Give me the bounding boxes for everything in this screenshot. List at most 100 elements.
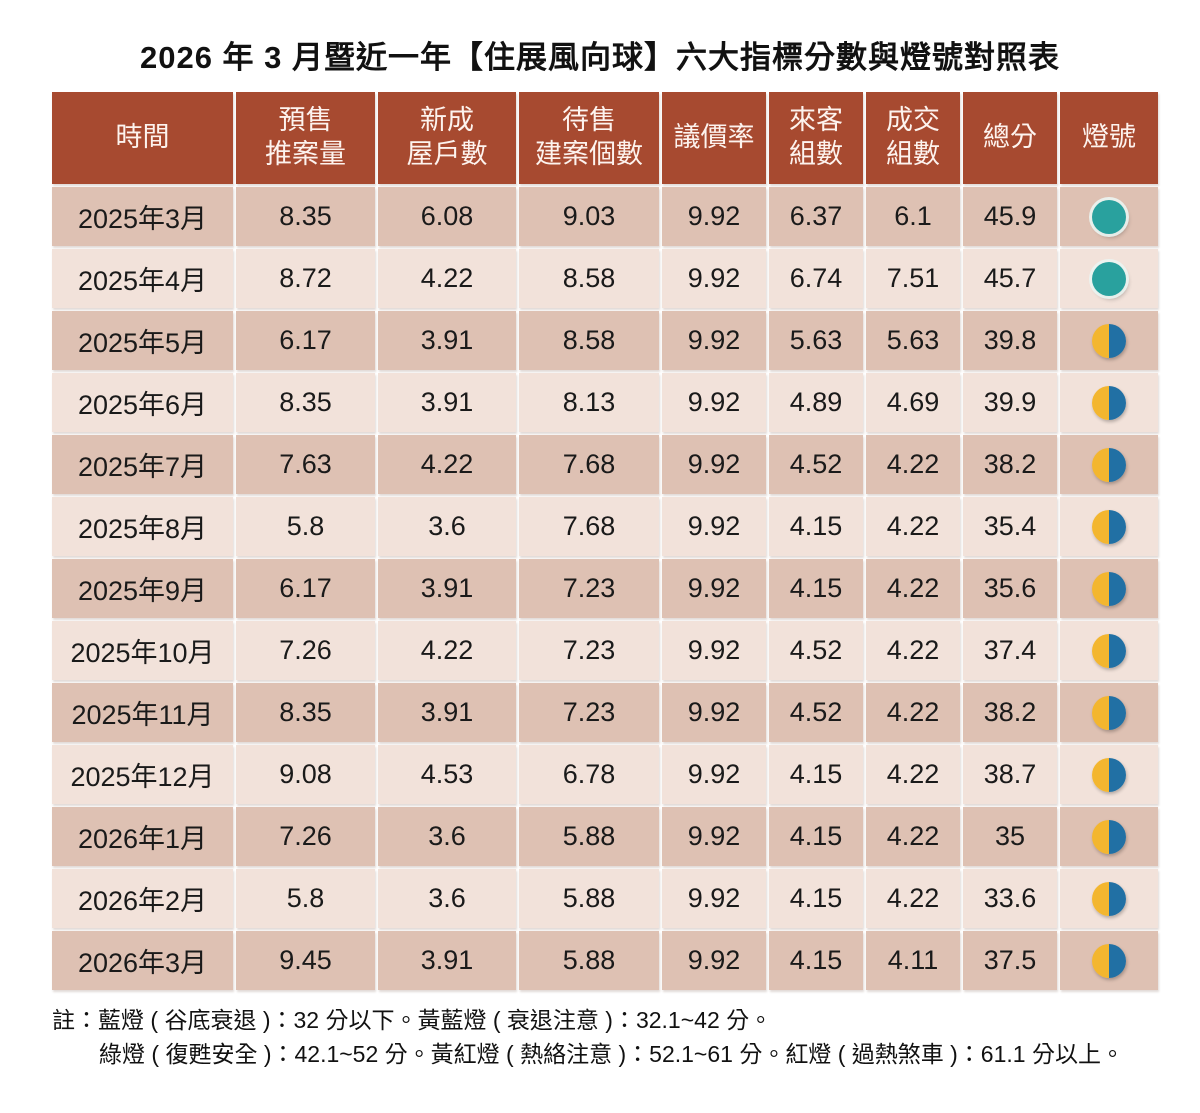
cell-deal-groups: 4.11 bbox=[866, 931, 960, 990]
cell-light-signal bbox=[1060, 683, 1158, 742]
cell-time: 2025年7月 bbox=[52, 435, 233, 494]
cell-negotiation-rate: 9.92 bbox=[662, 621, 766, 680]
cell-light-signal bbox=[1060, 745, 1158, 804]
cell-presale-volume: 8.35 bbox=[236, 683, 375, 742]
cell-light-signal bbox=[1060, 311, 1158, 370]
table-row: 2025年3月 8.35 6.08 9.03 9.92 6.37 6.1 45.9 bbox=[52, 187, 1158, 246]
yellow-blue-light-icon bbox=[1092, 385, 1126, 420]
note-line-1: 註：藍燈 ( 谷底衰退 )：32 分以下。黃藍燈 ( 衰退注意 )：32.1~4… bbox=[52, 1003, 1200, 1037]
green-light-icon bbox=[1092, 261, 1126, 296]
cell-forsale-projects: 5.88 bbox=[519, 869, 659, 928]
cell-presale-volume: 7.26 bbox=[236, 807, 375, 866]
cell-total-score: 37.4 bbox=[963, 621, 1057, 680]
cell-forsale-projects: 5.88 bbox=[519, 807, 659, 866]
cell-deal-groups: 4.22 bbox=[866, 435, 960, 494]
cell-negotiation-rate: 9.92 bbox=[662, 931, 766, 990]
cell-forsale-projects: 7.68 bbox=[519, 435, 659, 494]
cell-deal-groups: 4.22 bbox=[866, 807, 960, 866]
cell-total-score: 38.2 bbox=[963, 435, 1057, 494]
cell-total-score: 38.7 bbox=[963, 745, 1057, 804]
table-row: 2025年11月 8.35 3.91 7.23 9.92 4.52 4.22 38.2 bbox=[52, 683, 1158, 742]
cell-presale-volume: 5.8 bbox=[236, 497, 375, 556]
cell-negotiation-rate: 9.92 bbox=[662, 187, 766, 246]
cell-presale-volume: 5.8 bbox=[236, 869, 375, 928]
table-row: 2026年1月 7.26 3.6 5.88 9.92 4.15 4.22 35 bbox=[52, 807, 1158, 866]
cell-time: 2026年2月 bbox=[52, 869, 233, 928]
cell-light-signal bbox=[1060, 807, 1158, 866]
cell-new-house-units: 3.6 bbox=[378, 807, 516, 866]
cell-visitor-groups: 5.63 bbox=[769, 311, 863, 370]
col-header-new-house-units: 新成 屋戶數 bbox=[378, 92, 516, 184]
yellow-blue-light-icon bbox=[1092, 509, 1126, 544]
cell-forsale-projects: 8.13 bbox=[519, 373, 659, 432]
cell-time: 2025年4月 bbox=[52, 249, 233, 308]
col-header-light-signal: 燈號 bbox=[1060, 92, 1158, 184]
cell-new-house-units: 6.08 bbox=[378, 187, 516, 246]
cell-new-house-units: 4.53 bbox=[378, 745, 516, 804]
cell-negotiation-rate: 9.92 bbox=[662, 683, 766, 742]
yellow-blue-light-icon bbox=[1092, 633, 1126, 668]
col-header-deal-groups: 成交 組數 bbox=[866, 92, 960, 184]
table-row: 2025年4月 8.72 4.22 8.58 9.92 6.74 7.51 45.7 bbox=[52, 249, 1158, 308]
cell-presale-volume: 7.26 bbox=[236, 621, 375, 680]
col-header-total-score: 總分 bbox=[963, 92, 1057, 184]
table-row: 2025年9月 6.17 3.91 7.23 9.92 4.15 4.22 35.6 bbox=[52, 559, 1158, 618]
cell-total-score: 35.6 bbox=[963, 559, 1057, 618]
col-header-line: 成交 bbox=[886, 105, 940, 136]
cell-forsale-projects: 8.58 bbox=[519, 311, 659, 370]
col-header-line: 來客 bbox=[789, 105, 843, 136]
yellow-blue-light-icon bbox=[1092, 943, 1126, 978]
col-header-line: 建案個數 bbox=[535, 139, 643, 169]
cell-visitor-groups: 6.37 bbox=[769, 187, 863, 246]
table-header: 時間 預售 推案量 新成 屋戶數 待售 建案個數 議價率 來客 組數 成交 組數 總分 燈號 bbox=[52, 92, 1158, 184]
cell-new-house-units: 4.22 bbox=[378, 621, 516, 680]
cell-deal-groups: 4.22 bbox=[866, 869, 960, 928]
cell-presale-volume: 8.35 bbox=[236, 187, 375, 246]
cell-visitor-groups: 4.15 bbox=[769, 497, 863, 556]
cell-time: 2025年6月 bbox=[52, 373, 233, 432]
cell-time: 2025年8月 bbox=[52, 497, 233, 556]
cell-total-score: 38.2 bbox=[963, 683, 1057, 742]
cell-presale-volume: 6.17 bbox=[236, 311, 375, 370]
yellow-blue-light-icon bbox=[1092, 881, 1126, 916]
col-header-line: 推案量 bbox=[265, 139, 346, 169]
cell-negotiation-rate: 9.92 bbox=[662, 745, 766, 804]
col-header-presale-volume: 預售 推案量 bbox=[236, 92, 375, 184]
cell-time: 2026年1月 bbox=[52, 807, 233, 866]
cell-negotiation-rate: 9.92 bbox=[662, 497, 766, 556]
cell-negotiation-rate: 9.92 bbox=[662, 807, 766, 866]
table-header-row: 時間 預售 推案量 新成 屋戶數 待售 建案個數 議價率 來客 組數 成交 組數 總分 燈號 bbox=[52, 92, 1158, 184]
cell-visitor-groups: 4.52 bbox=[769, 435, 863, 494]
table-row: 2026年2月 5.8 3.6 5.88 9.92 4.15 4.22 33.6 bbox=[52, 869, 1158, 928]
cell-new-house-units: 3.91 bbox=[378, 683, 516, 742]
cell-total-score: 45.7 bbox=[963, 249, 1057, 308]
col-header-line: 新成 bbox=[420, 105, 474, 136]
cell-new-house-units: 3.6 bbox=[378, 869, 516, 928]
cell-visitor-groups: 4.15 bbox=[769, 869, 863, 928]
cell-negotiation-rate: 9.92 bbox=[662, 249, 766, 308]
cell-time: 2025年12月 bbox=[52, 745, 233, 804]
cell-time: 2025年9月 bbox=[52, 559, 233, 618]
cell-deal-groups: 4.22 bbox=[866, 621, 960, 680]
col-header-line: 時間 bbox=[115, 122, 170, 153]
cell-light-signal bbox=[1060, 869, 1158, 928]
cell-new-house-units: 3.6 bbox=[378, 497, 516, 556]
cell-visitor-groups: 4.15 bbox=[769, 559, 863, 618]
table-row: 2025年5月 6.17 3.91 8.58 9.92 5.63 5.63 39.8 bbox=[52, 311, 1158, 370]
cell-light-signal bbox=[1060, 187, 1158, 246]
cell-negotiation-rate: 9.92 bbox=[662, 373, 766, 432]
cell-light-signal bbox=[1060, 931, 1158, 990]
table-row: 2025年6月 8.35 3.91 8.13 9.92 4.89 4.69 39.9 bbox=[52, 373, 1158, 432]
cell-time: 2025年11月 bbox=[52, 683, 233, 742]
cell-forsale-projects: 6.78 bbox=[519, 745, 659, 804]
table-row: 2025年12月 9.08 4.53 6.78 9.92 4.15 4.22 38.7 bbox=[52, 745, 1158, 804]
cell-total-score: 39.9 bbox=[963, 373, 1057, 432]
green-light-icon bbox=[1092, 199, 1126, 234]
cell-visitor-groups: 4.15 bbox=[769, 745, 863, 804]
cell-presale-volume: 9.08 bbox=[236, 745, 375, 804]
cell-total-score: 39.8 bbox=[963, 311, 1057, 370]
col-header-forsale-projects: 待售 建案個數 bbox=[519, 92, 659, 184]
cell-total-score: 37.5 bbox=[963, 931, 1057, 990]
cell-total-score: 33.6 bbox=[963, 869, 1057, 928]
col-header-time: 時間 bbox=[52, 92, 233, 184]
